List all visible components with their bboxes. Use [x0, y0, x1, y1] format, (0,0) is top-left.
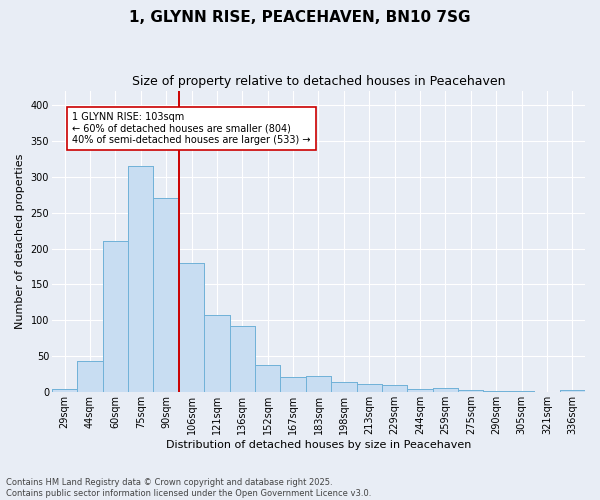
Bar — [77, 360, 103, 392]
Bar — [560, 390, 585, 392]
Bar — [77, 360, 103, 392]
Bar — [484, 390, 509, 392]
Y-axis label: Number of detached properties: Number of detached properties — [15, 154, 25, 329]
Bar — [179, 263, 204, 392]
Bar — [128, 166, 154, 392]
Bar — [255, 365, 280, 392]
Bar — [407, 388, 433, 392]
Bar — [382, 385, 407, 392]
Bar — [280, 377, 306, 392]
Bar — [204, 314, 230, 392]
Text: 1 GLYNN RISE: 103sqm
← 60% of detached houses are smaller (804)
40% of semi-deta: 1 GLYNN RISE: 103sqm ← 60% of detached h… — [72, 112, 311, 146]
Bar — [331, 382, 356, 392]
Bar — [103, 242, 128, 392]
Bar — [154, 198, 179, 392]
Bar — [230, 326, 255, 392]
Text: Contains HM Land Registry data © Crown copyright and database right 2025.
Contai: Contains HM Land Registry data © Crown c… — [6, 478, 371, 498]
Bar — [52, 388, 77, 392]
Bar — [356, 384, 382, 392]
Bar — [255, 365, 280, 392]
Bar — [179, 263, 204, 392]
Bar — [458, 390, 484, 392]
Bar — [204, 314, 230, 392]
Bar — [407, 388, 433, 392]
Bar — [103, 242, 128, 392]
Text: 1, GLYNN RISE, PEACEHAVEN, BN10 7SG: 1, GLYNN RISE, PEACEHAVEN, BN10 7SG — [129, 10, 471, 25]
Bar — [560, 390, 585, 392]
Bar — [128, 166, 154, 392]
Bar — [331, 382, 356, 392]
Bar — [356, 384, 382, 392]
Title: Size of property relative to detached houses in Peacehaven: Size of property relative to detached ho… — [132, 75, 505, 88]
Bar — [52, 388, 77, 392]
Bar — [280, 377, 306, 392]
X-axis label: Distribution of detached houses by size in Peacehaven: Distribution of detached houses by size … — [166, 440, 471, 450]
Bar — [230, 326, 255, 392]
Bar — [306, 376, 331, 392]
Bar — [433, 388, 458, 392]
Bar — [433, 388, 458, 392]
Bar — [382, 385, 407, 392]
Bar — [306, 376, 331, 392]
Bar — [458, 390, 484, 392]
Bar — [484, 390, 509, 392]
Bar — [154, 198, 179, 392]
